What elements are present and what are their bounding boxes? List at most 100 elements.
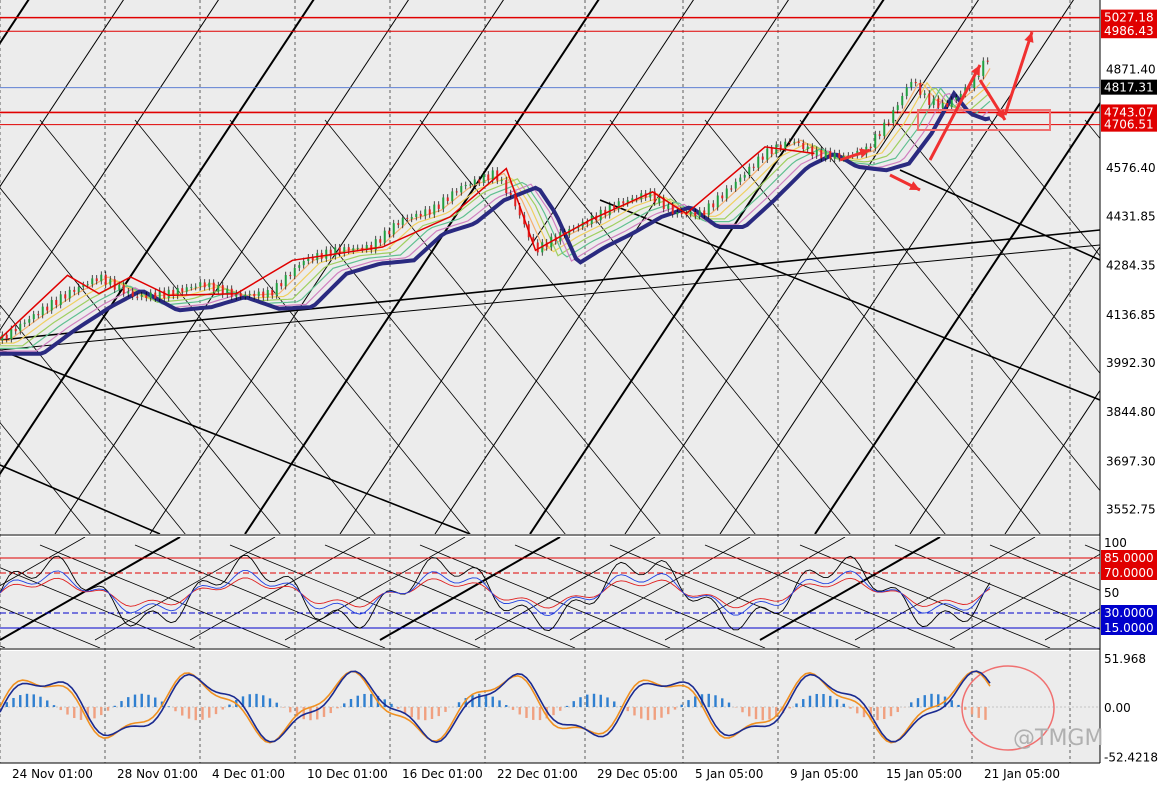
candle-body	[708, 203, 710, 215]
candle-body	[433, 205, 435, 215]
candle-body	[771, 148, 773, 154]
candle-body	[379, 239, 381, 243]
macd-histogram-bar	[60, 707, 62, 710]
macd-histogram-bar	[498, 700, 500, 707]
candle-body	[204, 282, 206, 287]
macd-histogram-bar	[114, 706, 116, 707]
candle-body	[397, 223, 399, 225]
price-axis-label: 4136.85	[1106, 308, 1156, 322]
candle-body	[811, 147, 813, 156]
candle-body	[793, 142, 795, 143]
macd-histogram-bar	[883, 707, 885, 719]
macd-histogram-bar	[323, 707, 325, 717]
candle-body	[834, 153, 836, 159]
macd-histogram-bar	[674, 707, 676, 710]
candle-body	[154, 293, 156, 299]
candle-body	[757, 157, 759, 168]
macd-histogram-bar	[836, 699, 838, 707]
candle-body	[253, 294, 255, 296]
candle-body	[474, 179, 476, 184]
macd-histogram-bar	[458, 702, 460, 707]
candle-body	[6, 335, 8, 339]
macd-histogram-bar	[39, 697, 41, 707]
candle-body	[334, 247, 336, 256]
candle-body	[73, 290, 75, 292]
candle-body	[186, 287, 188, 291]
candle-body	[438, 205, 440, 209]
macd-histogram-bar	[343, 703, 345, 707]
macd-histogram-bar	[201, 707, 203, 720]
candle-body	[951, 100, 953, 107]
macd-histogram-bar	[512, 707, 514, 710]
macd-histogram-bar	[856, 707, 858, 713]
macd-histogram-bar	[370, 694, 372, 707]
candle-body	[775, 145, 777, 154]
macd-histogram-bar	[971, 707, 973, 714]
candle-body	[271, 290, 273, 295]
macd-histogram-bar	[438, 707, 440, 716]
candle-body	[289, 275, 291, 276]
macd-histogram-bar	[762, 707, 764, 720]
x-tick-label: 15 Jan 05:00	[886, 767, 962, 781]
macd-histogram-bar	[552, 707, 554, 715]
macd-histogram-bar	[917, 698, 919, 707]
candle-body	[15, 329, 17, 331]
candle-body	[55, 300, 57, 305]
candle-body	[249, 294, 251, 295]
candle-body	[127, 291, 129, 293]
candle-body	[91, 278, 93, 284]
macd-histogram-bar	[681, 705, 683, 707]
macd-histogram-bar	[721, 698, 723, 707]
candle-body	[163, 291, 165, 298]
macd-histogram-bar	[930, 694, 932, 707]
macd-histogram-bar	[951, 700, 953, 707]
candle-body	[357, 248, 359, 249]
macd-histogram-bar	[795, 703, 797, 707]
macd-histogram-bar	[566, 706, 568, 707]
resistance-label: 4986.43	[1104, 24, 1154, 38]
macd-histogram-bar	[431, 707, 433, 719]
macd-histogram-bar	[613, 701, 615, 707]
candle-body	[51, 300, 53, 311]
candle-body	[825, 151, 827, 158]
candle-body	[658, 198, 660, 203]
candle-body	[730, 188, 732, 189]
candle-body	[937, 99, 939, 108]
candle-body	[37, 314, 39, 315]
resistance-label: 5027.18	[1104, 11, 1154, 25]
macd-histogram-bar	[694, 696, 696, 707]
candle-body	[712, 203, 714, 207]
candle-body	[199, 282, 201, 286]
candle-body	[924, 93, 926, 94]
macd-histogram-bar	[262, 695, 264, 707]
candle-body	[978, 76, 980, 77]
macd-histogram-bar	[390, 704, 392, 707]
macd-histogram-bar	[768, 707, 770, 719]
candle-body	[118, 285, 120, 290]
macd-histogram-bar	[640, 707, 642, 719]
macd-histogram-bar	[964, 707, 966, 710]
macd-histogram-bar	[492, 697, 494, 707]
macd-histogram-bar	[876, 707, 878, 720]
macd-histogram-bar	[188, 707, 190, 719]
candle-body	[483, 174, 485, 182]
candle-body	[717, 195, 719, 207]
candle-body	[820, 150, 822, 158]
candle-body	[928, 93, 930, 105]
candle-body	[429, 209, 431, 214]
candle-body	[123, 285, 125, 294]
macd-histogram-bar	[843, 704, 845, 707]
x-tick-label: 28 Nov 01:00	[117, 767, 198, 781]
candle-body	[384, 231, 386, 243]
macd-histogram-bar	[100, 707, 102, 715]
candle-body	[451, 191, 453, 201]
candle-body	[402, 218, 404, 225]
candle-body	[681, 212, 683, 214]
macd-histogram-bar	[228, 705, 230, 707]
rsi-axis-label: 100	[1104, 536, 1127, 550]
macd-histogram-bar	[269, 698, 271, 707]
macd-histogram-bar	[539, 707, 541, 720]
candle-body	[487, 174, 489, 180]
macd-histogram-bar	[6, 702, 8, 707]
